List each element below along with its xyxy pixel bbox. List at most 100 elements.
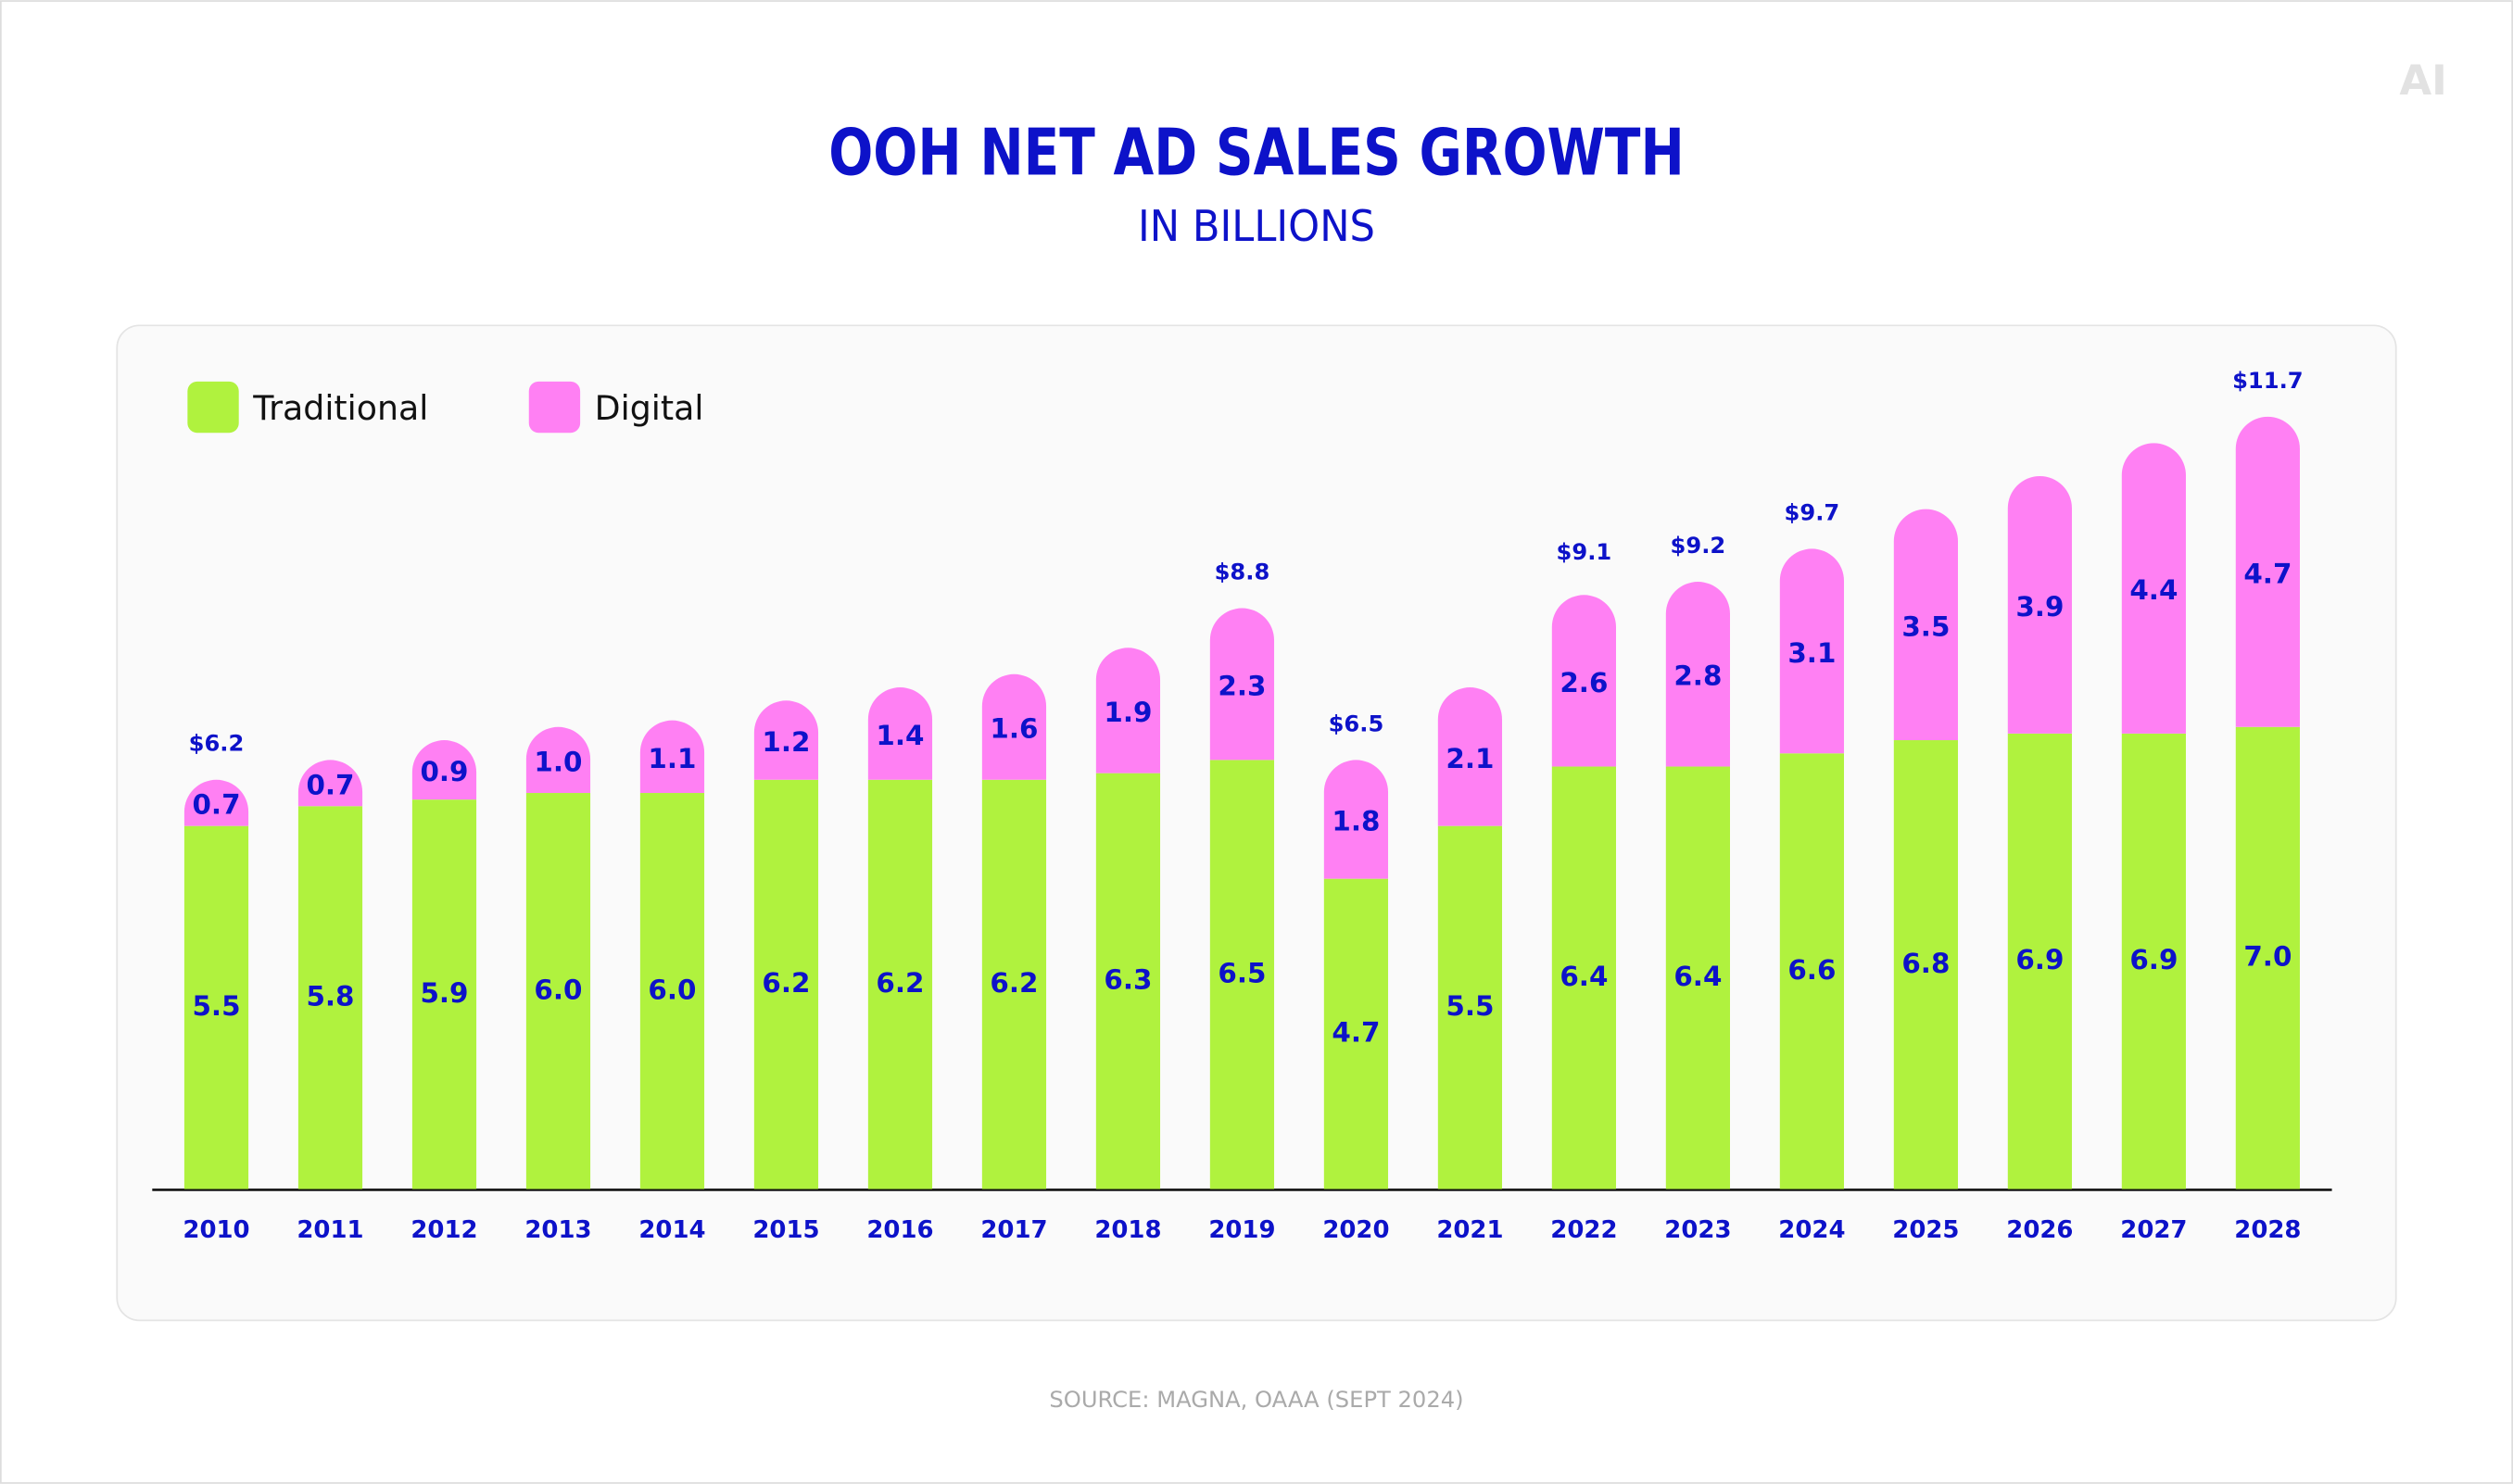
bar-segment bbox=[1779, 548, 1844, 754]
bar-segment bbox=[2007, 476, 2072, 734]
segment-label: 5.8 bbox=[306, 980, 354, 1012]
segment-label: 1.1 bbox=[648, 743, 696, 774]
segment-label: 0.9 bbox=[420, 756, 468, 787]
segment-label: 6.2 bbox=[990, 967, 1038, 999]
x-tick-label: 2019 bbox=[1208, 1216, 1275, 1244]
bar-segment bbox=[1095, 773, 1161, 1189]
total-label: $8.8 bbox=[1215, 559, 1270, 585]
segment-label: 1.8 bbox=[1332, 805, 1380, 836]
x-tick-label: 2010 bbox=[183, 1216, 249, 1244]
segment-label: 3.9 bbox=[2015, 591, 2064, 623]
legend-swatch bbox=[187, 381, 239, 434]
x-tick-label: 2018 bbox=[1094, 1216, 1161, 1244]
x-tick-label: 2013 bbox=[524, 1216, 591, 1244]
x-tick-label: 2016 bbox=[866, 1216, 933, 1244]
bar-segment bbox=[639, 793, 705, 1189]
bar-segment bbox=[411, 740, 477, 800]
segment-label: 1.9 bbox=[1104, 697, 1152, 728]
bar-segment bbox=[297, 760, 363, 807]
segment-label: 1.4 bbox=[876, 720, 924, 751]
legend-swatch bbox=[528, 381, 581, 434]
bar-segment bbox=[753, 700, 819, 780]
x-tick-label: 2021 bbox=[1436, 1216, 1503, 1244]
x-tick-label: 2026 bbox=[2006, 1216, 2073, 1244]
segment-label: 6.0 bbox=[534, 974, 582, 1005]
total-label: $9.2 bbox=[1671, 533, 1726, 559]
segment-label: 6.8 bbox=[1901, 948, 1950, 979]
total-label: $6.2 bbox=[189, 731, 245, 757]
segment-label: 3.1 bbox=[1787, 637, 1836, 669]
segment-label: 5.9 bbox=[420, 977, 468, 1009]
segment-label: 2.3 bbox=[1218, 670, 1266, 701]
bar-segment bbox=[981, 673, 1047, 780]
segment-label: 4.4 bbox=[2129, 574, 2178, 606]
bar-segment bbox=[2121, 733, 2186, 1189]
bar-segment bbox=[2235, 416, 2300, 727]
segment-label: 2.1 bbox=[1446, 743, 1494, 774]
logo: AI bbox=[2399, 56, 2447, 105]
bar-segment bbox=[639, 720, 705, 794]
bar-segment bbox=[297, 806, 363, 1189]
bar-segment bbox=[1893, 740, 1958, 1189]
segment-label: 2.8 bbox=[1673, 660, 1722, 692]
bar-segment bbox=[1665, 766, 1730, 1189]
bar-segment bbox=[1323, 760, 1389, 879]
chart-title: OOH NET AD SALES GROWTH bbox=[828, 117, 1685, 191]
segment-label: 6.6 bbox=[1787, 954, 1836, 986]
bar-segment bbox=[2007, 733, 2072, 1189]
x-tick-label: 2027 bbox=[2120, 1216, 2187, 1244]
segment-label: 1.0 bbox=[534, 746, 582, 777]
bar-segment bbox=[2235, 726, 2300, 1189]
segment-label: 5.5 bbox=[192, 990, 240, 1022]
segment-label: 3.5 bbox=[1901, 610, 1950, 642]
x-tick-label: 2014 bbox=[638, 1216, 705, 1244]
x-tick-label: 2011 bbox=[297, 1216, 363, 1244]
bar-segment bbox=[183, 779, 249, 826]
x-tick-label: 2015 bbox=[752, 1216, 819, 1244]
segment-label: 6.0 bbox=[648, 974, 696, 1005]
segment-label: 6.5 bbox=[1218, 957, 1266, 988]
segment-label: 2.6 bbox=[1560, 667, 1608, 698]
segment-label: 6.3 bbox=[1104, 964, 1152, 996]
bar-segment bbox=[1209, 608, 1275, 761]
segment-label: 1.6 bbox=[990, 713, 1038, 745]
bar-segment bbox=[981, 779, 1047, 1189]
total-label: $9.7 bbox=[1785, 499, 1840, 525]
bar-segment bbox=[867, 779, 933, 1189]
bar-segment bbox=[525, 793, 591, 1189]
bar-segment bbox=[411, 799, 477, 1189]
bar-segment bbox=[2121, 443, 2186, 734]
segment-label: 5.5 bbox=[1446, 990, 1494, 1022]
bar-segment bbox=[1893, 509, 1958, 741]
bar-segment bbox=[183, 825, 249, 1189]
segment-label: 0.7 bbox=[192, 789, 240, 821]
bar-segment bbox=[525, 726, 591, 794]
x-tick-label: 2028 bbox=[2234, 1216, 2301, 1244]
segment-label: 6.2 bbox=[762, 967, 810, 999]
x-tick-label: 2024 bbox=[1778, 1216, 1845, 1244]
segment-label: 6.9 bbox=[2015, 944, 2064, 975]
x-tick-label: 2025 bbox=[1892, 1216, 1959, 1244]
bar-segment bbox=[1665, 582, 1730, 767]
legend-label: Digital bbox=[595, 388, 704, 428]
bar-segment bbox=[1437, 825, 1503, 1189]
total-label: $11.7 bbox=[2232, 368, 2304, 394]
total-label: $9.1 bbox=[1557, 539, 1612, 565]
bar-segment bbox=[753, 779, 819, 1189]
bar-segment bbox=[1437, 687, 1503, 826]
segment-label: 6.4 bbox=[1560, 961, 1608, 992]
x-tick-label: 2022 bbox=[1550, 1216, 1617, 1244]
chart-subtitle: IN BILLIONS bbox=[1138, 202, 1375, 252]
segment-label: 4.7 bbox=[2243, 558, 2292, 589]
segment-label: 7.0 bbox=[2243, 941, 2292, 973]
x-tick-label: 2020 bbox=[1322, 1216, 1389, 1244]
bar-segment bbox=[1551, 595, 1617, 767]
source-note: SOURCE: MAGNA, OAAA (SEPT 2024) bbox=[1049, 1387, 1463, 1413]
segment-label: 1.2 bbox=[762, 726, 810, 758]
bar-segment bbox=[1209, 760, 1275, 1189]
bar-segment bbox=[867, 687, 933, 780]
legend-label: Traditional bbox=[252, 388, 428, 428]
bar-segment bbox=[1323, 878, 1389, 1189]
bar-segment bbox=[1551, 766, 1617, 1189]
